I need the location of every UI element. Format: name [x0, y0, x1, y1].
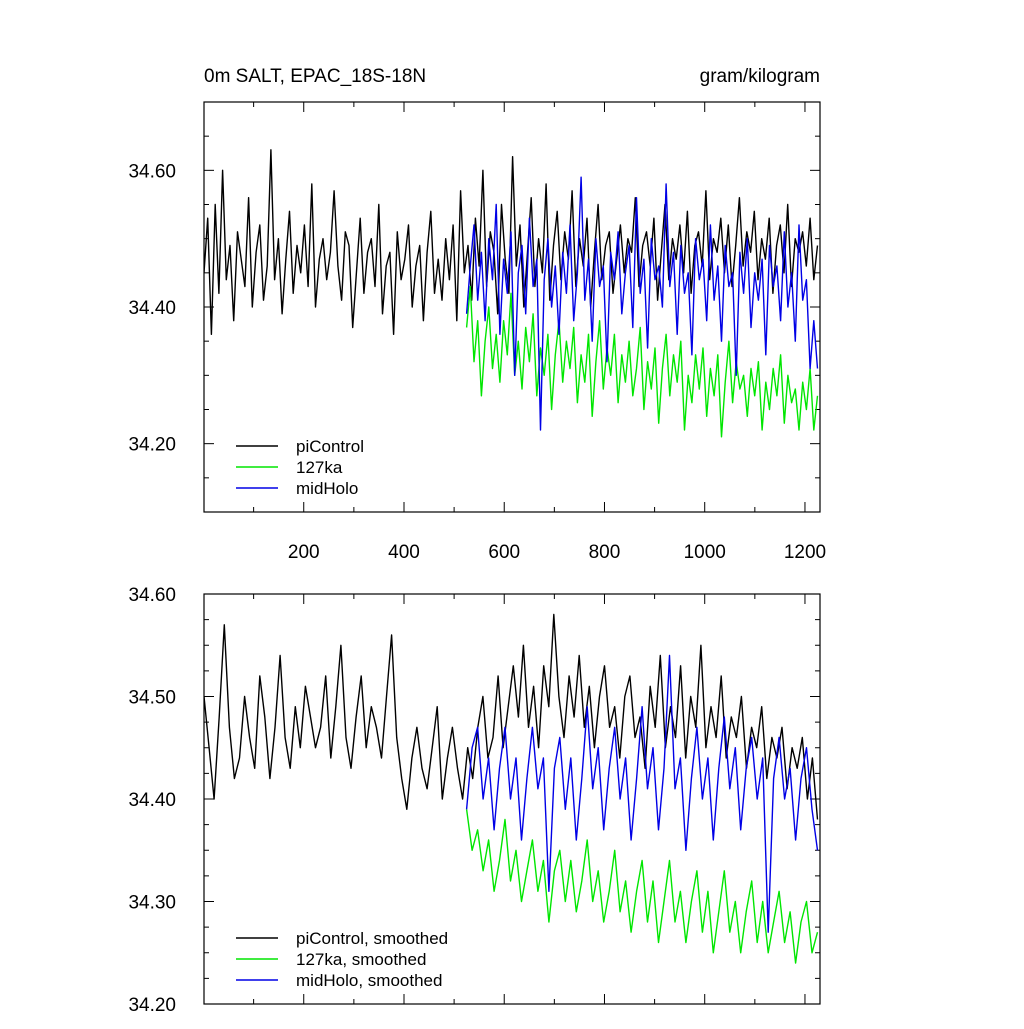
plot-bottom: 34.20 34.30 34.40 34.50 34.60 piControl, smoo… [128, 585, 821, 1016]
y-tick-label: 34.20 [128, 995, 176, 1016]
y-tick-label: 34.60 [128, 161, 176, 182]
y-tick-label: 34.40 [128, 790, 176, 811]
legend-label: midHolo [296, 479, 358, 498]
series-line-2 [465, 654, 819, 933]
chart-title-right: gram/kilogram [700, 66, 820, 87]
series-line-1 [465, 285, 819, 438]
legend-label: piControl [296, 437, 364, 456]
x-tick-label: 200 [288, 542, 320, 563]
x-tick-label: 1200 [784, 542, 826, 563]
x-tick-label: 800 [589, 542, 621, 563]
x-tick-label: 600 [488, 542, 520, 563]
legend-label: midHolo, smoothed [296, 971, 442, 990]
series-line-1 [465, 809, 819, 964]
y-tick-label: 34.50 [128, 688, 176, 709]
legend-label: 127ka, smoothed [296, 950, 426, 969]
plot-top: 200 400 600 800 1000 1200 34.20 34.40 34.60 piCon… [128, 101, 826, 563]
y-tick-label: 34.60 [128, 585, 176, 606]
y-tick-label: 34.20 [128, 435, 176, 456]
series-line-0 [204, 613, 819, 820]
y-tick-label: 34.40 [128, 298, 176, 319]
chart-title-left: 0m SALT, EPAC_18S-18N [204, 66, 426, 87]
series-line-0 [204, 149, 819, 335]
legend-label: piControl, smoothed [296, 929, 448, 948]
y-tick-label: 34.30 [128, 893, 176, 914]
x-tick-label: 400 [388, 542, 420, 563]
legend-label: 127ka [296, 458, 343, 477]
x-tick-label: 1000 [684, 542, 726, 563]
series-line-2 [465, 176, 819, 431]
